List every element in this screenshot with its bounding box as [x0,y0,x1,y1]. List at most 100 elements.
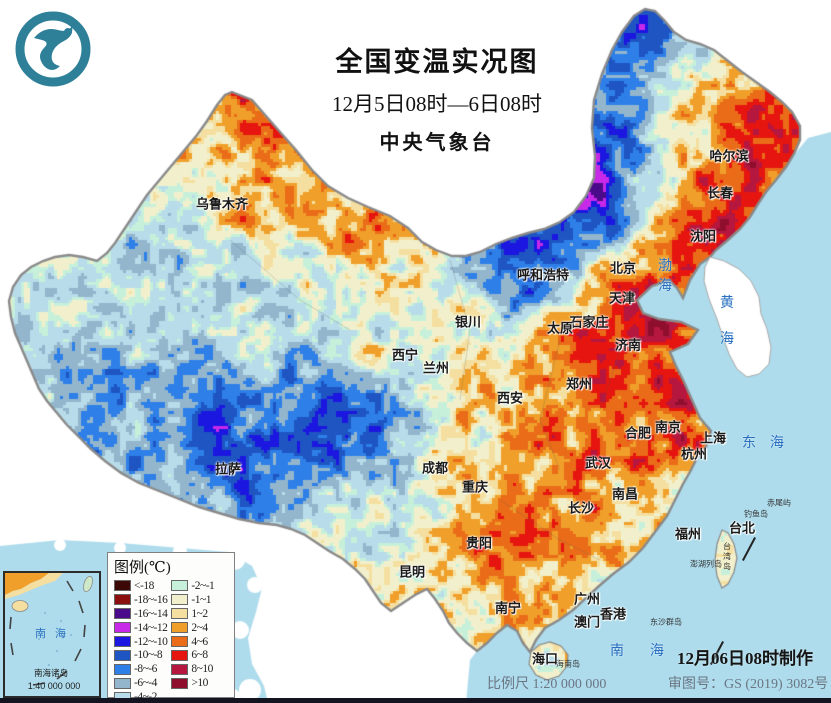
inset-land-south-china [5,573,49,595]
legend-swatch [171,608,189,620]
map-title-block: 全国变温实况图 12月5日08时—6日08时 中央气象台 [257,40,617,155]
island-name-label: 海南岛 [556,659,580,669]
legend-swatch [114,608,131,620]
legend-title: 图例(℃) [114,560,171,576]
city-label: 银川 [454,314,482,330]
city-label: 长春 [706,185,734,201]
city-label: 济南 [614,337,642,353]
city-label: 香港 [599,606,627,622]
sea-name-label: 东海 [742,436,798,451]
city-label: 澳门 [573,614,601,630]
city-label: 北京 [609,260,637,276]
city-label: 贵阳 [465,535,493,551]
page-title: 全国变温实况图 [335,47,539,77]
city-label: 西安 [496,390,524,406]
legend-swatch [114,580,131,592]
production-timestamp: 12月06日08时制作 [677,649,813,668]
inset-title: 南海诸岛 [34,668,68,678]
city-label: 沈阳 [689,228,717,244]
city-label: 昆明 [398,564,426,580]
legend-swatch [114,649,131,661]
city-label: 郑州 [565,376,593,392]
legend-label: -18~-16 [134,593,168,606]
legend-label: -4~-2 [134,691,157,703]
city-label: 兰州 [422,360,450,376]
legend-entry: -14~-12 [114,621,168,635]
city-label: 拉萨 [214,461,242,477]
city-label: 福州 [674,526,702,542]
city-label: 呼和浩特 [516,267,570,283]
city-label: 台北 [728,520,756,536]
inset-taiwan-island [83,575,93,593]
legend-label: -16~-14 [134,607,168,620]
island-name-label: 钓鱼岛 [744,509,768,519]
legend-columns: <-18 -18~-16 -16~-14 -14~-12 -12~-10 -10~-8 -8… [114,579,234,703]
city-label: 成都 [421,460,449,476]
logo-ring [15,11,91,87]
legend-entry: 4~6 [171,635,214,649]
legend-label: -6~-4 [134,677,157,690]
legend-swatch [171,622,189,634]
legend-column: -2~-1 -1~1 1~2 2~4 4~6 6~8 8~10 >10 [171,579,215,703]
city-label: 西宁 [391,347,419,363]
logo-dragon-icon [34,26,73,70]
legend-entry: 1~2 [171,607,214,621]
island-name-label: 赤尾屿 [767,498,791,508]
legend-entry: -6~-4 [114,676,167,690]
legend-entry: 8~10 [171,662,214,676]
island-name-label: 澎湖列岛 [690,559,722,569]
sea-name-label: 南海 [610,644,690,659]
bottom-border [0,698,831,703]
legend-box: 图例(℃) <-18 -18~-16 -16~-14 -14~-12 -12~-10 -1… [107,552,235,703]
city-label: 天津 [608,290,636,306]
city-label: 乌鲁木齐 [195,196,249,212]
city-label: 武汉 [584,455,612,471]
legend-label: 2~4 [191,621,208,634]
city-label: 上海 [699,430,727,446]
legend-entry: -8~-6 [114,662,167,676]
legend-entry: >10 [171,676,214,690]
inset-island-dots [38,612,72,666]
legend-label: -10~-8 [134,649,163,662]
legend-entry: 2~4 [171,621,214,635]
legend-entry: -1~1 [171,593,214,607]
inset-hainan-island [11,600,29,612]
china-meteorological-logo [12,8,94,95]
legend-label: >10 [191,677,208,690]
legend-label: -2~-1 [191,579,215,592]
legend-label: -14~-12 [134,621,168,634]
legend-swatch [171,580,189,592]
legend-entry: -18~-16 [114,593,168,607]
map-approval-number: 审图号：GS (2019) 3082号 [668,677,829,692]
legend-swatch [171,663,189,675]
inset-sea-label: 南海 [35,626,75,640]
inset-land-coast [5,573,63,599]
time-range: 12月5日08时—6日08时 [332,92,542,116]
inset-nine-dash-line [9,580,86,686]
legend-label: 6~8 [191,649,208,662]
map-scale: 比例尺 1:20 000 000 [487,677,607,692]
south-china-sea-inset: 南海 南海诸岛 1:40 000 000 [3,571,101,698]
legend-label: <-18 [134,579,154,592]
legend-swatch [171,636,189,647]
inset-scale: 1:40 000 000 [28,681,81,691]
legend-swatch [114,677,131,689]
city-label: 杭州 [680,446,708,462]
city-label: 长沙 [567,500,595,516]
city-label: 太原 [546,320,574,336]
legend-entry: -12~-10 [114,635,168,649]
city-label: 合肥 [624,425,652,441]
legend-label: 8~10 [191,663,213,676]
legend-label: -8~-6 [134,663,157,676]
legend-swatch [114,636,131,647]
island-name-label: 台湾岛 [723,542,731,571]
city-label: 广州 [573,591,601,607]
city-label: 哈尔滨 [709,148,749,164]
legend-swatch [114,663,131,675]
legend-label: -1~1 [191,593,211,606]
legend-swatch [171,594,189,606]
legend-swatch [114,622,131,634]
logo-dragon-head [64,28,72,36]
legend-label: 1~2 [191,607,208,620]
